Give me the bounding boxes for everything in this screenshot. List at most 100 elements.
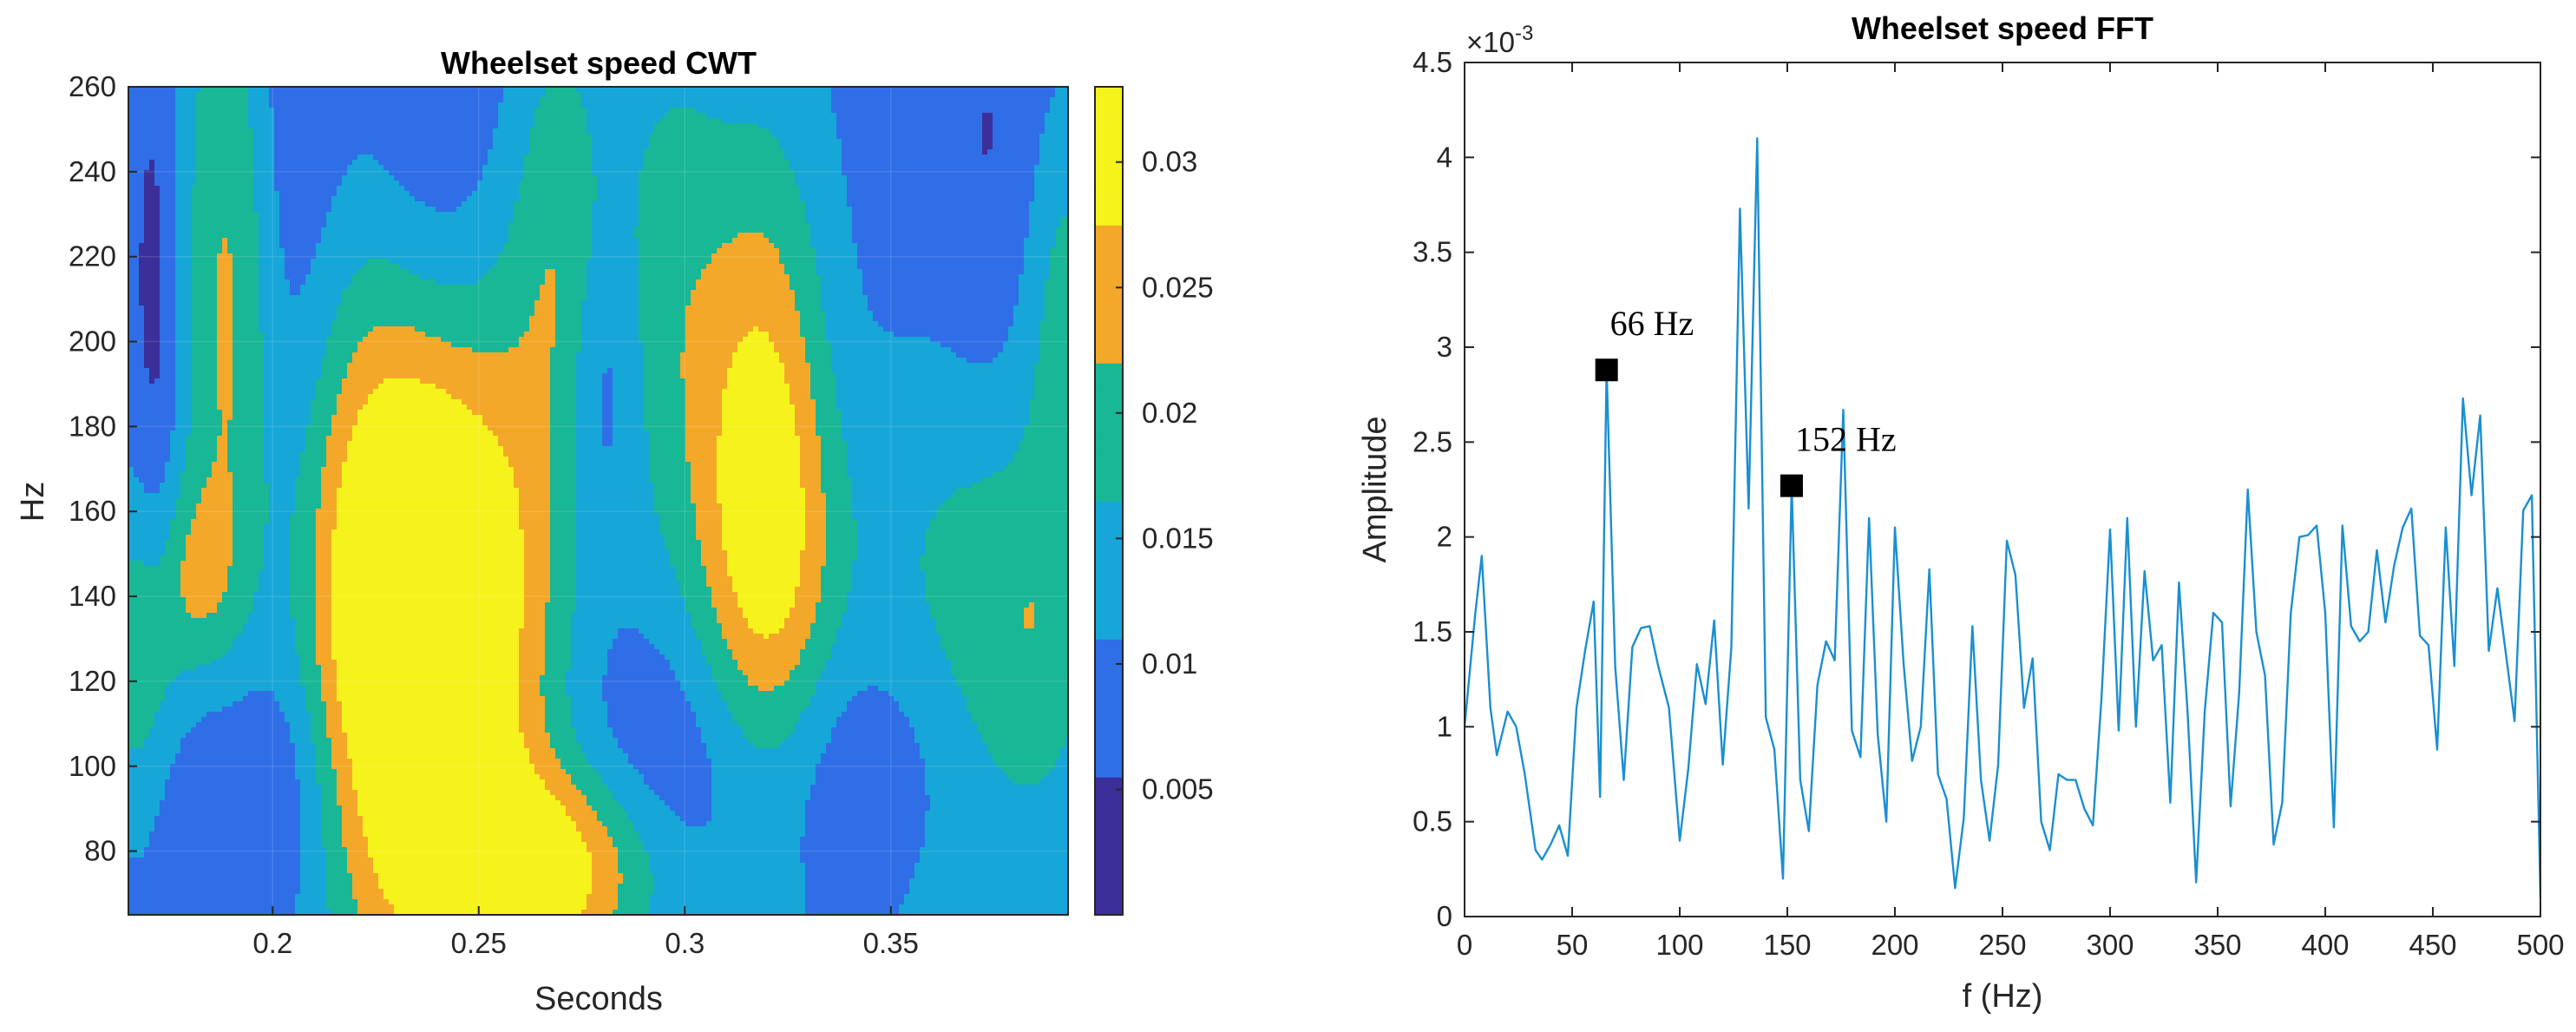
cwt-cell [128,618,249,624]
cwt-cell [529,321,556,327]
cwt-cell [144,227,161,233]
cwt-cell [550,540,577,546]
cwt-cell [347,863,374,869]
cwt-cell [982,144,993,150]
cwt-cell [592,227,634,233]
cwt-cell [722,399,790,405]
cwt-cell [285,253,317,260]
cwt-cell [144,358,161,364]
cwt-cell [233,326,259,332]
cwt-cell [519,488,551,494]
cwt-cell [160,488,181,494]
cwt-cell [1045,300,1068,306]
cwt-cell [852,503,941,509]
cwt-cell [1024,264,1051,270]
cwt-cell [217,279,233,286]
fft-x-tick-label: 500 [2516,929,2564,961]
cwt-cell [1013,311,1045,317]
cwt-cell [316,555,332,562]
cwt-cell [279,207,332,213]
cwt-cell [128,326,145,332]
cwt-cell [128,899,296,905]
cwt-cell [128,529,171,536]
cwt-cell [816,764,926,770]
cwt-cell [685,321,801,327]
cwt-cell [602,431,613,437]
cwt-cell [175,373,192,379]
cwt-cell [602,675,676,681]
cwt-cell [300,873,327,879]
cwt-cell [639,332,686,338]
cwt-cell [826,540,858,546]
cwt-y-tick-label: 220 [69,240,116,273]
cwt-cell [300,670,322,676]
cwt-cell [519,503,551,509]
cwt-cell [128,686,166,692]
cwt-cell [534,300,556,306]
cwt-cell [816,769,926,775]
cwt-cell [264,441,306,447]
cwt-cell [555,279,587,286]
cwt-cell [1045,123,1068,129]
cwt-cell [534,108,587,114]
cwt-cell [862,274,1019,280]
cwt-cell [602,686,681,692]
cwt-cell [290,597,317,603]
cwt-cell [727,561,801,567]
cwt-cell [545,608,577,614]
cwt-cell [316,759,332,765]
colorbar-segment [1095,342,1123,350]
cwt-cell [337,404,364,411]
colorbar-segment [1095,307,1123,316]
cwt-cell [795,722,837,728]
cwt-cell [706,571,728,577]
cwt-cell [711,779,816,786]
cwt-cell [644,415,686,421]
cwt-cell [810,384,837,390]
cwt-cell [836,399,1030,405]
cwt-cell [597,811,629,817]
cwt-cell [128,623,244,629]
cwt-cell [165,545,187,551]
cwt-cell [576,592,681,598]
cwt-cell [295,634,317,640]
cwt-cell [175,290,192,296]
cwt-cell [300,665,322,671]
cwt-cell [805,889,910,895]
cwt-cell [253,160,275,166]
cwt-cell [300,467,322,473]
cwt-cell [160,269,176,275]
cwt-cell [649,139,780,145]
cwt-cell [451,342,520,348]
cwt-cell [701,738,749,744]
cwt-cell [649,852,801,858]
cwt-cell [602,415,613,421]
cwt-cell [685,420,723,426]
cwt-cell [649,910,806,915]
cwt-cell [821,462,848,468]
cwt-cell [935,514,1068,520]
cwt-cell [227,582,259,588]
cwt-cell [259,316,338,322]
cwt-cell [482,170,525,176]
colorbar-segment [1095,611,1123,619]
cwt-cell [784,738,832,744]
cwt-cell [925,592,1068,598]
cwt-cell [331,196,416,202]
cwt-x-tick-label: 0.2 [252,927,292,959]
cwt-cell [576,415,603,421]
cwt-cell [560,800,587,806]
colorbar-segment [1095,383,1123,391]
cwt-cell [175,358,192,364]
cwt-cell [316,769,338,775]
colorbar-segment [1095,169,1123,178]
cwt-cell [618,863,650,869]
cwt-cell [300,852,327,858]
cwt-cell [639,238,733,244]
cwt-cell [722,545,806,551]
cwt-cell [128,113,176,119]
colorbar-segment [1095,859,1123,868]
cwt-cell [357,805,567,812]
cwt-cell [357,904,395,910]
